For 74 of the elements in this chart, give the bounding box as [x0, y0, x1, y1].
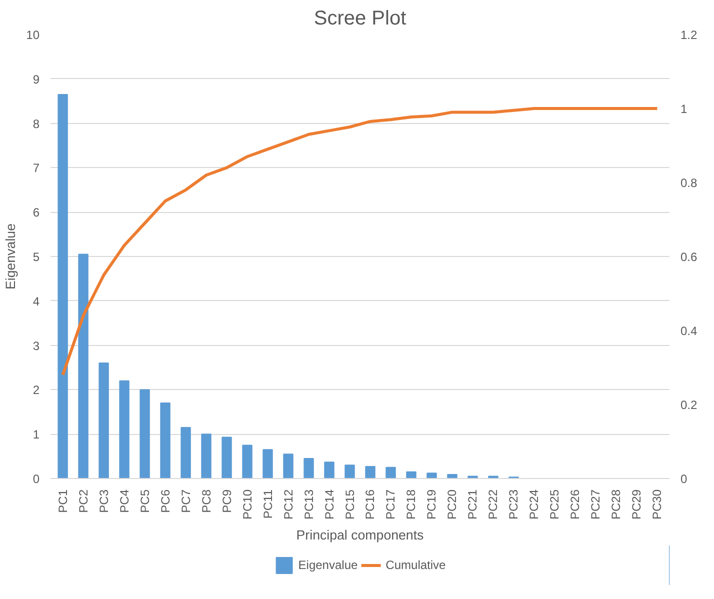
bar — [304, 458, 314, 478]
y-tick-label: 5 — [32, 250, 40, 264]
y-tick-label: 1 — [32, 428, 40, 442]
y-axis-title: Eigenvalue — [3, 224, 18, 290]
bar — [426, 472, 437, 478]
y-tick-label: 2 — [32, 383, 40, 398]
y2-tick-label: 0 — [680, 472, 688, 486]
x-tick-label: PC1 — [56, 489, 70, 513]
x-tick-label: PC23 — [506, 489, 521, 520]
y-tick-label: 0 — [32, 472, 40, 486]
bar — [324, 462, 334, 478]
x-tick-label: PC3 — [96, 489, 111, 513]
bar — [58, 94, 68, 478]
bar — [180, 426, 191, 478]
x-tick-label: PC12 — [281, 489, 296, 520]
bar — [140, 389, 150, 478]
x-tick-label: PC2 — [76, 489, 90, 513]
chart-title: Scree Plot — [314, 8, 407, 30]
x-tick-label: PC14 — [322, 489, 336, 520]
legend-label: Eigenvalue — [298, 558, 358, 572]
x-tick-label: PC5 — [138, 489, 152, 513]
y2-tick-label: 1 — [680, 102, 688, 116]
y2-tick-label: 0.4 — [680, 324, 698, 338]
bar — [119, 380, 130, 478]
bar — [201, 434, 212, 478]
x-tick-label: PC30 — [650, 489, 664, 520]
y2-tick-label: 0.8 — [680, 176, 698, 190]
x-tick-label: PC9 — [220, 489, 234, 513]
x-tick-label: PC4 — [117, 489, 132, 513]
x-tick-label: PC10 — [240, 489, 254, 520]
x-tick-label: PC6 — [158, 489, 172, 513]
x-tick-label: PC29 — [630, 489, 644, 520]
bar — [406, 471, 416, 478]
bar — [344, 464, 355, 478]
bar — [283, 454, 294, 478]
bar — [78, 254, 88, 478]
y-tick-label: 6 — [32, 206, 40, 220]
x-tick-label: PC24 — [527, 489, 542, 520]
bar — [222, 436, 232, 478]
x-tick-label: PC17 — [384, 489, 398, 520]
x-tick-label: PC15 — [342, 489, 357, 520]
y-tick-label: 9 — [32, 72, 40, 86]
bar — [386, 466, 396, 478]
y-tick-label: 3 — [32, 338, 40, 353]
x-tick-label: PC25 — [548, 489, 562, 520]
y-tick-label: 4 — [32, 294, 40, 308]
x-tick-label: PC22 — [486, 489, 500, 520]
x-tick-label: PC20 — [445, 489, 460, 520]
legend-label: Cumulative — [386, 558, 446, 572]
y-tick-label: 8 — [32, 116, 40, 131]
x-tick-label: PC26 — [568, 489, 582, 520]
bar — [262, 449, 273, 478]
x-tick-label: PC18 — [404, 489, 418, 520]
bar — [365, 466, 376, 478]
x-tick-label: PC16 — [363, 489, 378, 520]
x-axis-title: Principal components — [296, 528, 424, 543]
x-tick-label: PC28 — [609, 489, 624, 520]
x-tick-label: PC21 — [466, 489, 480, 520]
x-tick-label: PC8 — [199, 489, 214, 513]
x-tick-label: PC7 — [178, 489, 193, 513]
line-series — [61, 107, 659, 376]
y2-tick-label: 1.2 — [680, 28, 698, 42]
y-tick-label: 7 — [32, 161, 40, 176]
x-tick-label: PC19 — [424, 489, 439, 520]
y-tick-label: 10 — [26, 28, 40, 42]
bar — [160, 402, 170, 478]
x-tick-label: PC11 — [260, 489, 275, 519]
bar — [242, 444, 252, 478]
bar — [447, 474, 458, 478]
y2-tick-label: 0.6 — [680, 250, 698, 264]
y2-tick-label: 0.2 — [680, 398, 698, 412]
bar — [98, 362, 109, 478]
x-tick-label: PC27 — [588, 489, 603, 520]
x-tick-label: PC13 — [302, 489, 316, 520]
